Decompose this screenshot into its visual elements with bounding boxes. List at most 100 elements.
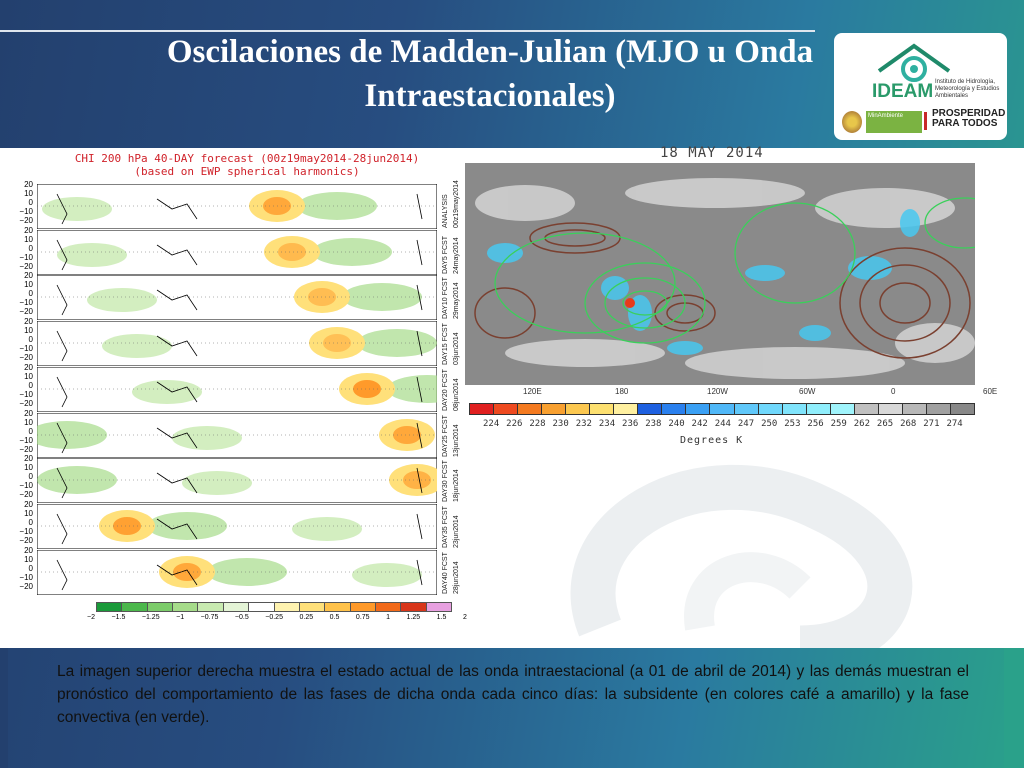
chi-scale-swatch bbox=[324, 602, 351, 612]
y-tick-label: −10 bbox=[19, 252, 33, 262]
y-tick-label: −10 bbox=[19, 344, 33, 354]
chi-scale-swatch bbox=[121, 602, 148, 612]
chi-scale-label: −1 bbox=[176, 614, 185, 621]
chi-scale-label: −0.5 bbox=[234, 614, 249, 621]
temperature-swatch bbox=[493, 403, 519, 415]
chi-scale-swatch bbox=[96, 602, 123, 612]
temperature-label: 226 bbox=[506, 419, 523, 429]
slide-title: Oscilaciones de Madden-Julian (MJO u Ond… bbox=[100, 30, 880, 118]
bottom-left-accent bbox=[0, 648, 8, 768]
satellite-date: 18 MAY 2014 bbox=[660, 145, 764, 161]
chi-scale-label: 0.25 bbox=[299, 614, 314, 621]
panel-label-a: DAY30 FCST bbox=[442, 460, 449, 503]
satellite-figure: 18 MAY 2014 120E 180 120W 60W 0 60E 224 226 22 bbox=[465, 145, 997, 450]
temperature-swatch bbox=[781, 403, 807, 415]
y-tick-label: −20 bbox=[19, 581, 33, 591]
y-tick-label: 10 bbox=[24, 371, 33, 381]
longitude-label: 0 bbox=[891, 387, 896, 396]
panel-label-b: 28jun2014 bbox=[453, 560, 460, 594]
minambiente-logo: MinAmbiente bbox=[866, 111, 922, 133]
y-tick-label: −10 bbox=[19, 481, 33, 491]
chi-panel: 20 10 0 −10 −20 ANALYSIS 00z19may2014 bbox=[19, 180, 467, 229]
chi-scale-swatch bbox=[222, 602, 250, 612]
chi-scale-label: 1 bbox=[386, 614, 390, 621]
chi-panel-label: DAY35 FCST 23jun2014 bbox=[440, 504, 466, 549]
temperature-label: 259 bbox=[830, 419, 847, 429]
panel-label-a: DAY5 FCST bbox=[442, 235, 449, 274]
y-tick-label: 20 bbox=[24, 362, 33, 372]
temperature-swatch bbox=[517, 403, 543, 415]
longitude-label: 180 bbox=[615, 387, 629, 396]
temperature-swatch bbox=[469, 403, 495, 415]
temperature-swatch bbox=[901, 403, 927, 415]
chi-panel-label: DAY20 FCST 08jun2014 bbox=[440, 367, 466, 412]
chi-scale-swatch bbox=[349, 602, 376, 612]
y-tick-label: 20 bbox=[24, 408, 33, 418]
temperature-swatch bbox=[685, 403, 711, 415]
ideam-logo: IDEAM Instituto de Hidrología, Meteorolo… bbox=[834, 33, 1007, 140]
chi-panel: 20 10 0 −10 −20 DAY30 FCST 18jun2014 bbox=[19, 454, 467, 504]
temperature-swatch bbox=[637, 403, 663, 415]
temperature-swatch bbox=[589, 403, 615, 415]
chi-panel-map bbox=[37, 458, 437, 504]
y-tick-label: 0 bbox=[28, 335, 33, 345]
temperature-swatch bbox=[541, 403, 567, 415]
panel-label-a: DAY15 FCST bbox=[442, 323, 449, 366]
chi-scale-label: −2 bbox=[87, 614, 95, 621]
chi-scale-label: 0.5 bbox=[329, 614, 340, 621]
longitude-label: 60W bbox=[799, 387, 816, 396]
chi-scale-swatch bbox=[197, 602, 224, 612]
temperature-label: 271 bbox=[923, 419, 940, 429]
temperature-label: 256 bbox=[807, 419, 824, 429]
panel-label-b: 03jun2014 bbox=[453, 332, 460, 366]
temperature-label: 232 bbox=[575, 419, 592, 429]
y-tick-label: 10 bbox=[24, 508, 33, 518]
institution-name: Instituto de Hidrología, Meteorología y … bbox=[935, 79, 1000, 99]
panel-label-b: 18jun2014 bbox=[453, 469, 460, 503]
longitude-label: 120W bbox=[707, 387, 728, 396]
chi-panel-map bbox=[37, 412, 437, 458]
title-line-2: Intraestacionales) bbox=[364, 78, 616, 114]
y-tick-label: 10 bbox=[24, 417, 33, 427]
temperature-swatch bbox=[853, 403, 879, 415]
temperature-swatch bbox=[925, 403, 951, 415]
temperature-label: 247 bbox=[737, 419, 755, 429]
temperature-swatch bbox=[757, 403, 783, 415]
y-tick-label: −20 bbox=[19, 535, 33, 545]
temperature-label: 238 bbox=[645, 419, 662, 429]
y-tick-label: 10 bbox=[24, 234, 33, 244]
y-tick-label: 0 bbox=[28, 563, 33, 573]
panel-label-b: 23jun2014 bbox=[453, 515, 460, 548]
temperature-label: 236 bbox=[622, 419, 639, 429]
chi-title: CHI 200 hPa 40-DAY forecast (00z19may201… bbox=[74, 152, 420, 178]
temperature-swatch bbox=[805, 403, 831, 415]
y-tick-label: 20 bbox=[24, 180, 33, 189]
chi-forecast-figure: CHI 200 hPa 40-DAY forecast (00z19may201… bbox=[19, 150, 467, 625]
temperature-swatch bbox=[949, 403, 975, 415]
ideam-wordmark: IDEAM bbox=[872, 81, 934, 102]
y-tick-label: 10 bbox=[24, 280, 33, 290]
chi-scale-swatch bbox=[425, 602, 453, 612]
background-swirl-watermark bbox=[570, 464, 913, 648]
y-tick-label: −20 bbox=[19, 353, 33, 363]
temperature-swatch bbox=[613, 403, 639, 415]
y-tick-label: −10 bbox=[19, 207, 33, 216]
y-tick-label: −20 bbox=[19, 261, 33, 271]
y-tick-label: 20 bbox=[24, 317, 33, 327]
panel-label-a: DAY35 FCST bbox=[442, 506, 449, 548]
chi-scale-swatch bbox=[298, 602, 326, 612]
temperature-label: 265 bbox=[876, 419, 894, 429]
panel-label-b: 29may2014 bbox=[453, 282, 460, 320]
chi-scale-label: −1.5 bbox=[111, 614, 126, 621]
chi-panel-map bbox=[37, 229, 437, 275]
y-tick-label: 20 bbox=[24, 499, 33, 509]
chi-scale-label: 0.75 bbox=[355, 614, 370, 621]
y-tick-label: −10 bbox=[19, 572, 33, 582]
chi-scale-label: 2 bbox=[462, 614, 467, 621]
prosperidad-flag-icon bbox=[924, 112, 927, 130]
ideam-swirl-icon bbox=[877, 43, 951, 82]
temperature-label: 262 bbox=[853, 419, 871, 429]
y-tick-label: −10 bbox=[19, 435, 33, 445]
panel-label-b: 08jun2014 bbox=[453, 378, 460, 411]
chi-panel: 20 10 0 −10 −20 DAY20 FCST 08jun2014 bbox=[19, 363, 467, 412]
